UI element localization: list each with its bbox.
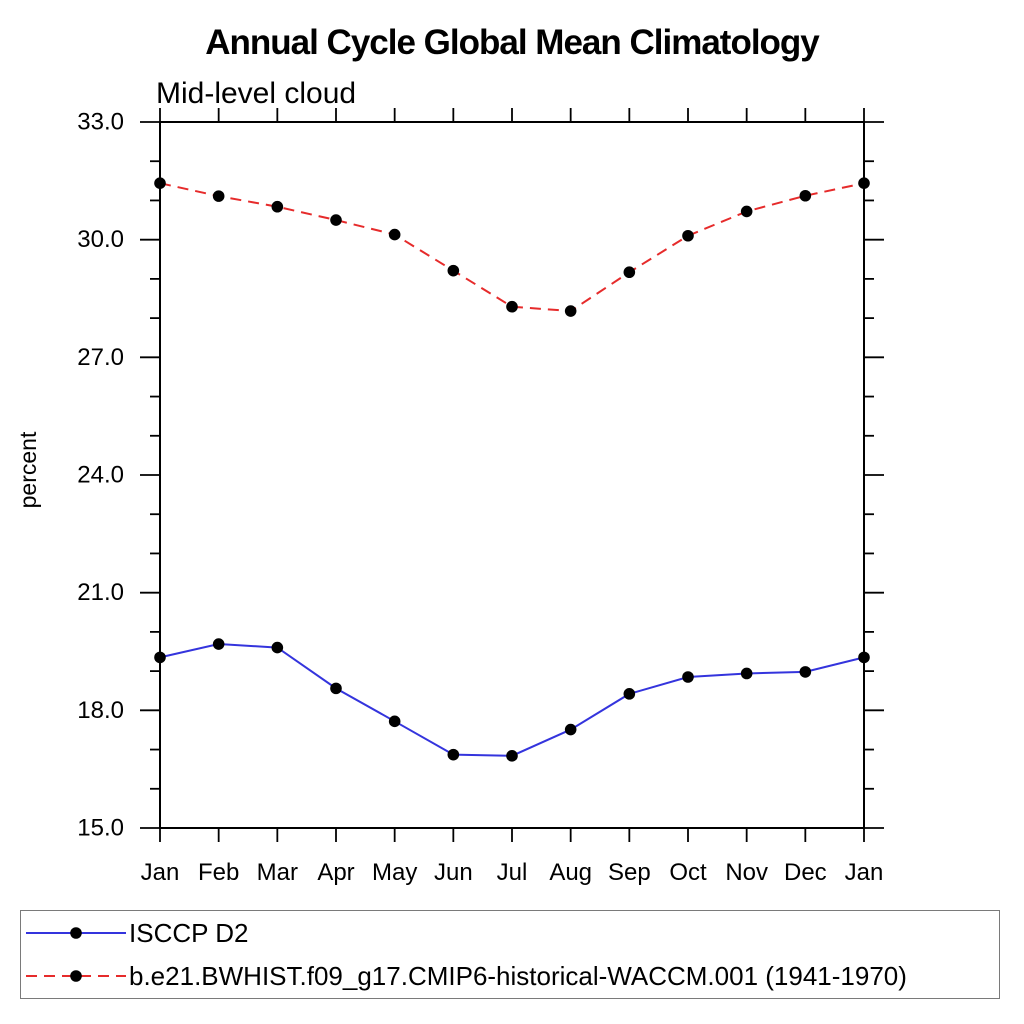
data-point-marker bbox=[212, 190, 225, 202]
data-point-marker bbox=[682, 671, 694, 683]
data-point-marker bbox=[271, 200, 284, 213]
x-tick-label: Aug bbox=[549, 859, 592, 886]
legend-label-isccp: ISCCP D2 bbox=[129, 917, 249, 948]
data-point-marker bbox=[623, 266, 636, 279]
x-tick-label: Oct bbox=[669, 859, 707, 886]
data-point-marker bbox=[212, 638, 225, 650]
x-tick-label: Jan bbox=[141, 859, 180, 886]
chart-layer: Jan Feb Mar Apr May Jun Jul Aug Sep Oct Nov Dec Jan 1… bbox=[77, 108, 884, 886]
data-point-marker bbox=[858, 177, 870, 189]
x-tick-label: Dec bbox=[784, 859, 827, 886]
data-point-marker bbox=[330, 682, 342, 695]
y-tick-label: 27.0 bbox=[77, 344, 124, 371]
chart-title: Annual Cycle Global Mean Climatology bbox=[205, 23, 820, 62]
x-tick-label: Sep bbox=[608, 859, 651, 886]
y-tick-label: 15.0 bbox=[77, 815, 124, 842]
data-point-marker bbox=[799, 666, 812, 678]
x-tick-label: Jan bbox=[845, 859, 884, 886]
legend-label-model: b.e21.BWHIST.f09_g17.CMIP6-historical-WA… bbox=[129, 960, 907, 991]
x-tick-label: Mar bbox=[257, 859, 298, 886]
data-point-marker bbox=[740, 205, 753, 218]
data-point-marker bbox=[682, 229, 694, 242]
legend-item-isccp: ISCCP D2 bbox=[26, 912, 999, 954]
y-tick-label: 21.0 bbox=[77, 579, 124, 606]
data-point-marker bbox=[564, 723, 577, 736]
y-axis-title: percent bbox=[15, 431, 41, 508]
y-tick-label: 33.0 bbox=[77, 109, 124, 136]
red-dashed-line-marker-icon bbox=[26, 970, 126, 982]
x-tick-label: Jul bbox=[497, 859, 528, 886]
x-tick-label: Nov bbox=[725, 859, 768, 886]
data-point-marker bbox=[388, 228, 401, 241]
data-point-marker bbox=[388, 715, 401, 728]
x-tick-label: May bbox=[372, 859, 417, 886]
y-tick-label: 30.0 bbox=[77, 226, 124, 253]
data-point-marker bbox=[271, 641, 284, 654]
data-point-marker bbox=[506, 300, 518, 313]
y-tick-label: 18.0 bbox=[77, 697, 124, 724]
x-tick-label: Jun bbox=[434, 859, 473, 886]
data-point-marker bbox=[740, 667, 753, 680]
plot-frame bbox=[159, 121, 865, 829]
x-tick-label: Feb bbox=[198, 859, 239, 886]
data-point-marker bbox=[564, 305, 577, 317]
data-point-marker bbox=[506, 750, 518, 762]
data-point-marker bbox=[447, 264, 460, 277]
legend-item-model: b.e21.BWHIST.f09_g17.CMIP6-historical-WA… bbox=[26, 955, 999, 997]
y-tick-label: 24.0 bbox=[77, 462, 124, 489]
series-line-0 bbox=[159, 643, 865, 757]
data-point-marker bbox=[330, 214, 342, 226]
chart-subtitle: Mid-level cloud bbox=[156, 77, 356, 110]
data-point-marker bbox=[799, 189, 812, 202]
x-tick-label: Apr bbox=[317, 859, 354, 886]
legend-box: ISCCP D2 b.e21.BWHIST.f09_g17.CMIP6-hist… bbox=[20, 910, 1000, 999]
data-point-marker bbox=[858, 651, 870, 664]
series-line-1 bbox=[159, 182, 865, 313]
data-point-marker bbox=[447, 748, 460, 761]
blue-solid-line-marker-icon bbox=[26, 927, 126, 939]
data-point-marker bbox=[154, 651, 166, 664]
data-point-marker bbox=[154, 177, 166, 189]
data-point-marker bbox=[623, 688, 636, 700]
